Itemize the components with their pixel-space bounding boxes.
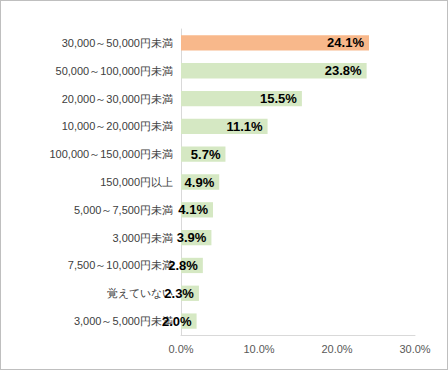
- svg-text:0.0%: 0.0%: [168, 343, 193, 355]
- svg-text:3,000円未満: 3,000円未満: [112, 232, 173, 244]
- svg-text:10.0%: 10.0%: [243, 343, 274, 355]
- svg-text:3,000～5,000円未満: 3,000～5,000円未満: [74, 315, 173, 327]
- svg-text:30,000～50,000円未満: 30,000～50,000円未満: [62, 37, 173, 49]
- svg-text:10,000～20,000円未満: 10,000～20,000円未満: [62, 120, 173, 132]
- svg-text:3.9%: 3.9%: [177, 230, 207, 245]
- svg-text:20,000～30,000円未満: 20,000～30,000円未満: [62, 93, 173, 105]
- svg-text:2.0%: 2.0%: [162, 314, 192, 329]
- svg-text:5.7%: 5.7%: [191, 147, 221, 162]
- svg-text:23.8%: 23.8%: [325, 63, 362, 78]
- svg-text:7,500～10,000円未満: 7,500～10,000円未満: [68, 259, 173, 271]
- svg-text:15.5%: 15.5%: [260, 91, 297, 106]
- svg-text:11.1%: 11.1%: [226, 119, 263, 134]
- svg-text:4.9%: 4.9%: [185, 175, 215, 190]
- svg-text:20.0%: 20.0%: [321, 343, 352, 355]
- svg-text:2.8%: 2.8%: [168, 258, 198, 273]
- svg-text:50,000～100,000円未満: 50,000～100,000円未満: [56, 65, 173, 77]
- svg-text:覚えていない: 覚えていない: [107, 287, 173, 299]
- svg-text:100,000～150,000円未満: 100,000～150,000円未満: [49, 148, 173, 160]
- svg-text:30.0%: 30.0%: [399, 343, 430, 355]
- svg-text:5,000～7,500円未満: 5,000～7,500円未満: [74, 204, 173, 216]
- svg-text:24.1%: 24.1%: [327, 35, 364, 50]
- svg-text:150,000円以上: 150,000円以上: [100, 176, 173, 188]
- svg-text:4.1%: 4.1%: [178, 202, 208, 217]
- svg-text:2.3%: 2.3%: [164, 286, 194, 301]
